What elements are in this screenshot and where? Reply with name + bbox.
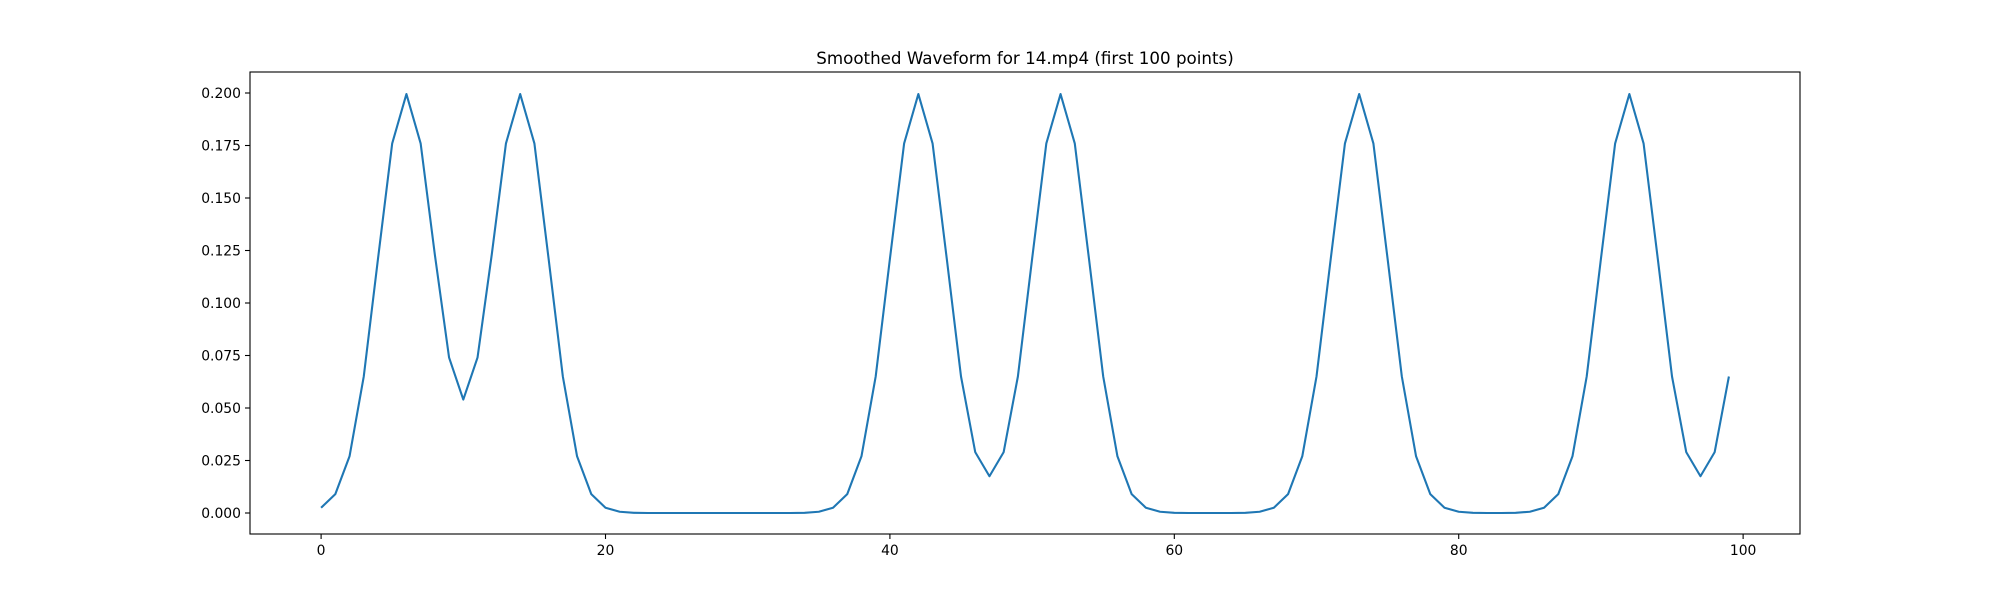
chart-title: Smoothed Waveform for 14.mp4 (first 100 …: [816, 48, 1233, 68]
x-tick-label: 80: [1450, 543, 1468, 559]
y-axis: 0.000 0.025 0.050 0.075 0.100 0.125 0.150 0.175…: [201, 86, 250, 522]
series-line-0: [320, 93, 1730, 515]
plot-frame: [249, 71, 1801, 535]
plot-area: [320, 93, 1730, 515]
y-tick-label: 0.200: [201, 86, 241, 102]
y-tick-label: 0.050: [201, 401, 241, 417]
x-axis: 0 20 40 60 80 100: [317, 534, 1757, 559]
x-tick-label: 100: [1730, 543, 1757, 559]
y-tick-label: 0.100: [201, 296, 241, 312]
x-tick-label: 40: [881, 543, 899, 559]
x-tick-label: 0: [317, 543, 326, 559]
y-tick-label: 0.125: [201, 244, 241, 260]
y-tick-label: 0.175: [201, 139, 241, 155]
y-tick-label: 0.025: [201, 454, 241, 470]
y-tick-label: 0.075: [201, 349, 241, 365]
y-tick-label: 0.150: [201, 191, 241, 207]
x-tick-label: 20: [597, 543, 615, 559]
y-tick-label: 0.000: [201, 506, 241, 522]
x-tick-label: 60: [1165, 543, 1183, 559]
